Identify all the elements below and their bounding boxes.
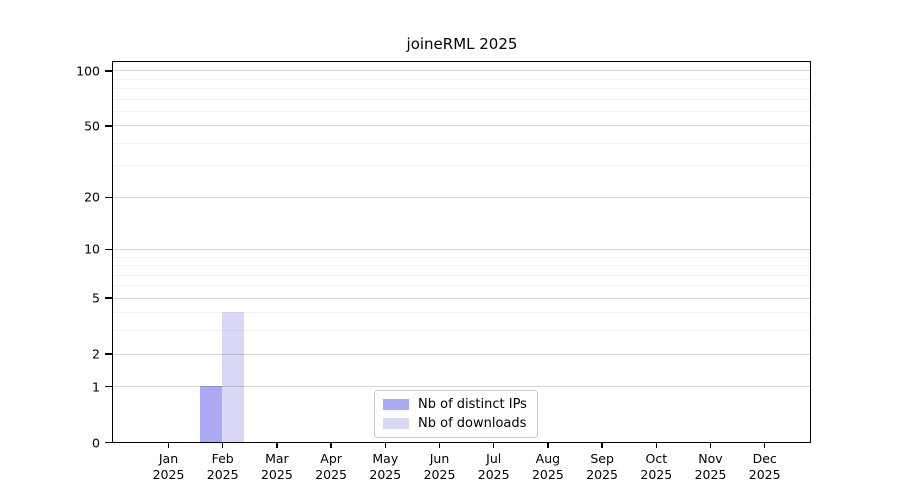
y-gridline-major (113, 386, 810, 388)
y-tick (105, 248, 113, 251)
x-tick (547, 443, 549, 448)
y-tick-label: 50 (84, 118, 100, 134)
x-tick-label: Mar 2025 (260, 451, 293, 482)
x-tick-label: Jul 2025 (477, 451, 510, 482)
y-gridline-major (113, 70, 810, 72)
y-gridline-major (113, 125, 810, 127)
x-tick (276, 443, 278, 448)
legend-row: Nb of distinct IPs (383, 397, 527, 412)
x-tick (492, 443, 495, 448)
y-gridline-minor (113, 78, 810, 80)
y-tick-label: 2 (92, 346, 100, 362)
x-tick-label: Nov 2025 (694, 451, 727, 482)
x-tick (763, 443, 766, 448)
y-tick-label: 5 (92, 290, 100, 306)
y-gridline-minor (113, 274, 810, 276)
y-gridline-minor (113, 285, 810, 287)
y-tick (105, 385, 113, 388)
y-tick (105, 441, 113, 444)
x-tick-label: Aug 2025 (531, 451, 564, 482)
y-gridline-major (113, 196, 810, 198)
y-gridline-major (113, 297, 810, 299)
y-tick (105, 353, 113, 355)
x-tick-label: Sep 2025 (586, 451, 618, 482)
legend-row: Nb of downloads (383, 416, 527, 431)
bars-layer (113, 62, 810, 442)
y-gridline-minor (113, 330, 810, 332)
y-gridline-major (113, 353, 810, 355)
x-tick (167, 443, 170, 448)
y-gridline-minor (113, 265, 810, 267)
y-tick-label: 10 (84, 241, 100, 257)
x-tick-label: Oct 2025 (640, 451, 673, 482)
chart-title: joineRML 2025 (406, 35, 518, 53)
y-gridline-minor (113, 256, 810, 258)
legend-label: Nb of downloads (418, 416, 527, 431)
y-tick (105, 196, 113, 199)
legend-label: Nb of distinct IPs (418, 397, 527, 412)
y-tick-label: 100 (76, 63, 100, 79)
y-gridline-minor (113, 110, 810, 112)
y-gridline-major (113, 248, 810, 250)
bar-nb-of-downloads (222, 312, 245, 442)
x-tick-label: Dec 2025 (748, 451, 781, 482)
x-tick (384, 443, 387, 448)
x-tick (655, 443, 658, 448)
legend-swatch (383, 418, 409, 429)
y-tick-label: 1 (92, 379, 100, 395)
y-tick (105, 70, 113, 72)
x-tick (221, 443, 224, 448)
plot-area (112, 61, 811, 443)
legend-swatch (383, 399, 409, 410)
x-tick-label: May 2025 (369, 451, 402, 482)
x-tick-label: Jan 2025 (152, 451, 185, 482)
grid-layer (113, 62, 810, 442)
y-tick-label: 20 (84, 189, 100, 205)
y-gridline-minor (113, 142, 810, 144)
x-tick-label: Jun 2025 (423, 451, 456, 482)
x-tick (438, 443, 441, 448)
legend: Nb of distinct IPs Nb of downloads (374, 390, 538, 438)
bar-nb-of-distinct-ips (200, 386, 223, 442)
x-tick-label: Apr 2025 (315, 451, 347, 482)
x-tick-label: Feb 2025 (206, 451, 239, 482)
x-tick (330, 443, 332, 448)
y-gridline-minor (113, 165, 810, 167)
y-gridline-minor (113, 88, 810, 90)
y-gridline-minor (113, 312, 810, 314)
x-tick (709, 443, 712, 448)
y-tick (105, 125, 113, 127)
x-tick (601, 443, 603, 448)
y-gridline-minor (113, 98, 810, 100)
y-tick (105, 297, 113, 299)
y-tick-label: 0 (92, 435, 100, 450)
